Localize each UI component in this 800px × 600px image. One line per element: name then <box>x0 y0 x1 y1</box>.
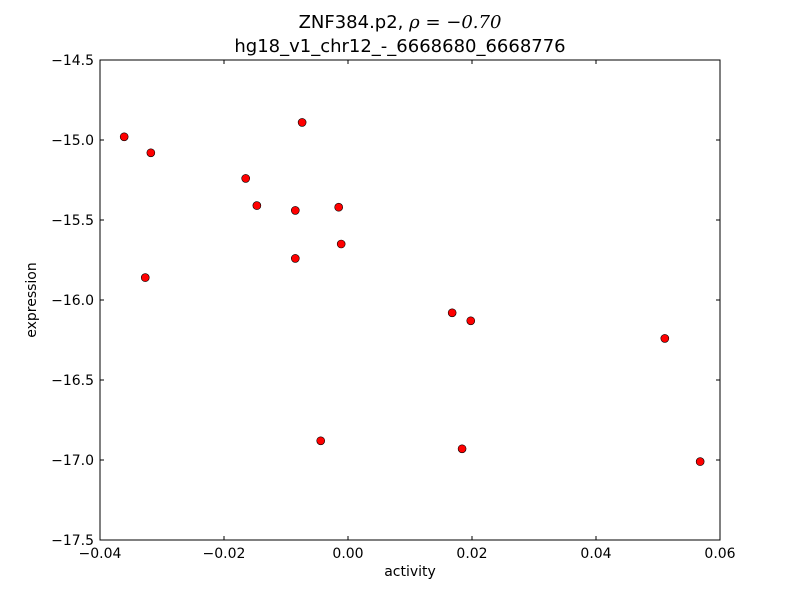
x-tick-label: −0.04 <box>79 546 122 562</box>
data-point <box>316 436 326 446</box>
y-tick-label: −15.0 <box>51 133 94 149</box>
data-point <box>252 201 262 210</box>
data-point <box>334 202 344 212</box>
y-tick-label: −15.5 <box>51 213 94 229</box>
x-tick-label: 0.00 <box>332 546 363 562</box>
plot-area <box>99 59 721 541</box>
chart-title-line2: hg18_v1_chr12_-_6668680_6668776 <box>234 36 566 57</box>
data-point <box>241 174 250 183</box>
data-point <box>695 457 705 466</box>
x-tick-label: 0.06 <box>704 546 735 562</box>
data-point <box>140 273 150 282</box>
data-point <box>146 148 156 158</box>
data-point <box>447 308 457 318</box>
y-tick-label: −17.5 <box>51 533 94 549</box>
x-tick-label: 0.02 <box>456 546 487 562</box>
data-point <box>660 334 670 343</box>
chart-title-line1: ZNF384.p2, ρ = −0.70 <box>0 12 800 33</box>
y-axis-label: expression <box>24 262 40 338</box>
data-point <box>290 254 300 263</box>
x-tick-label: 0.04 <box>580 546 611 562</box>
x-tick-label: −0.02 <box>203 546 246 562</box>
y-tick-label: −17.0 <box>51 453 94 469</box>
chart-title-text: ZNF384.p2, <box>298 12 410 33</box>
data-point <box>466 316 476 326</box>
data-point <box>457 444 467 454</box>
y-tick-label: −16.5 <box>51 373 94 389</box>
y-tick-label: −16.0 <box>51 293 94 309</box>
data-point <box>119 132 129 142</box>
data-point <box>297 118 307 127</box>
data-point <box>290 206 300 215</box>
data-point <box>336 239 346 249</box>
x-axis-label: activity <box>384 564 436 580</box>
y-tick-label: −14.5 <box>51 53 94 69</box>
chart-title-rho: ρ = −0.70 <box>409 12 502 33</box>
